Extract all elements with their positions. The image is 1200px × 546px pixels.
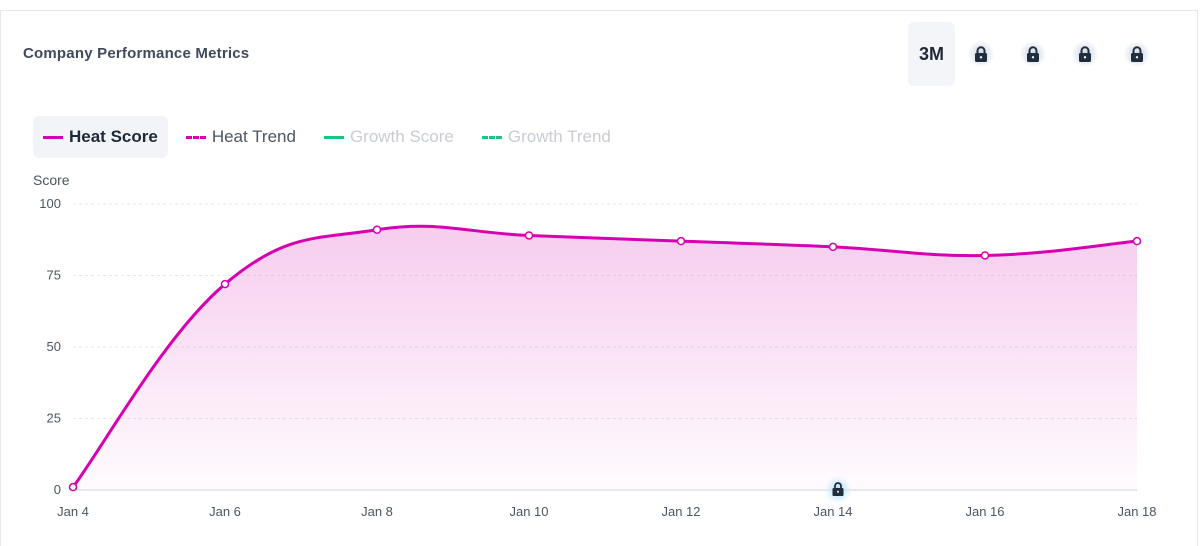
lock-icon <box>832 482 844 496</box>
legend-label: Heat Trend <box>211 127 296 146</box>
legend-heat-score[interactable]: Heat Score <box>33 116 168 158</box>
x-axis: Jan 4 Jan 6 Jan 8 Jan 10 Jan 12 Jan 14 Jan 16 J… <box>57 504 1156 519</box>
period-selector: 3M <box>908 22 1163 86</box>
data-point <box>220 279 230 289</box>
x-tick-label: Jan 4 <box>57 504 89 519</box>
legend-growth-score[interactable]: Growth Score <box>314 116 464 158</box>
y-tick-label: 0 <box>54 482 61 497</box>
period-locked-button-1[interactable] <box>955 22 1007 86</box>
x-tick-label: Jan 10 <box>509 504 548 519</box>
data-point <box>828 242 838 252</box>
legend-growth-trend[interactable]: Growth Trend <box>472 116 621 158</box>
data-point <box>524 231 534 240</box>
y-tick-label: 75 <box>47 268 61 283</box>
y-axis: 0 25 50 75 100 <box>39 196 61 497</box>
lock-icon <box>968 41 994 67</box>
period-3m-button[interactable]: 3M <box>908 22 955 86</box>
x-tick-label: Jan 16 <box>965 504 1004 519</box>
lock-icon <box>1020 41 1046 67</box>
data-point <box>1132 236 1142 246</box>
lock-keyhole <box>837 490 839 493</box>
x-tick-label: Jan 8 <box>361 504 393 519</box>
locked-data-marker[interactable] <box>822 474 854 506</box>
x-tick-label: Jan 18 <box>1117 504 1156 519</box>
data-point <box>980 251 990 260</box>
legend-label: Growth Trend <box>507 127 611 146</box>
period-locked-button-4[interactable] <box>1111 22 1163 86</box>
legend-heat-trend[interactable]: Heat Trend <box>176 116 306 158</box>
heat-score-points <box>68 225 1142 492</box>
y-axis-label: Score <box>33 172 70 188</box>
legend-swatch <box>323 135 344 139</box>
lock-icon <box>1072 41 1098 67</box>
lock-shackle <box>834 482 842 488</box>
page-title: Company Performance Metrics <box>23 45 250 62</box>
y-tick-label: 25 <box>47 411 61 426</box>
data-point <box>68 482 78 492</box>
x-tick-label: Jan 6 <box>209 504 241 519</box>
legend-swatch <box>185 135 206 139</box>
legend-swatch <box>43 135 63 139</box>
legend-label: Heat Score <box>69 127 158 146</box>
x-tick-label: Jan 14 <box>813 504 852 519</box>
data-point <box>372 225 382 234</box>
chart-legend: Heat Score Heat Trend Growth Score Growt… <box>33 116 629 158</box>
heat-score-area <box>73 226 1137 490</box>
y-tick-label: 50 <box>47 339 61 354</box>
data-point <box>676 236 686 246</box>
x-tick-label: Jan 12 <box>661 504 700 519</box>
period-locked-button-2[interactable] <box>1007 22 1059 86</box>
y-tick-label: 100 <box>39 196 61 211</box>
period-locked-button-3[interactable] <box>1059 22 1111 86</box>
lock-icon <box>1124 41 1150 67</box>
legend-label: Growth Score <box>349 127 454 146</box>
legend-swatch <box>481 135 502 139</box>
